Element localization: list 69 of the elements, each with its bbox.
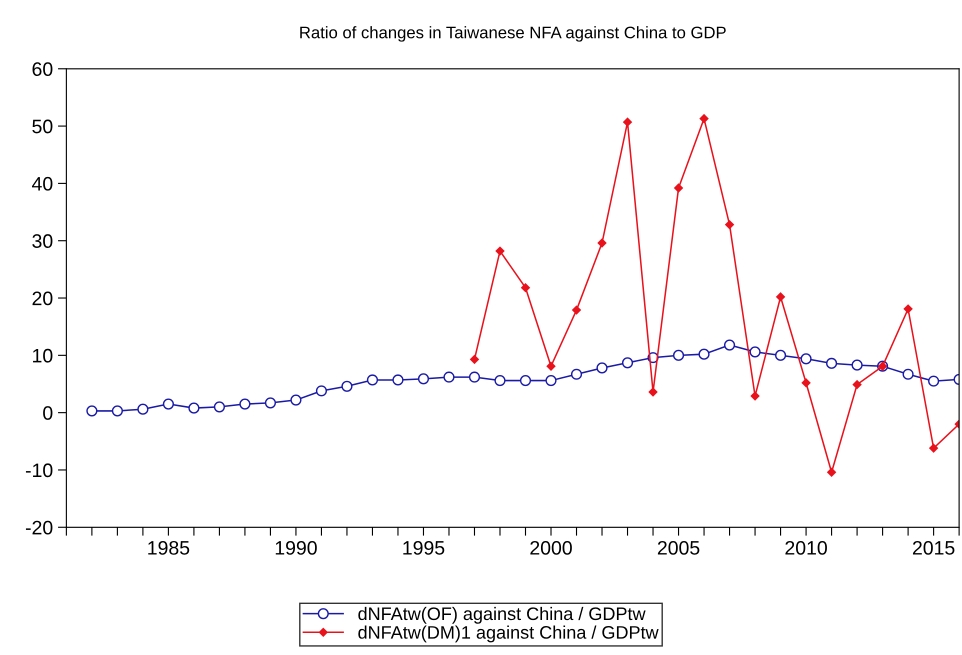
y-tick-label: 60 [32,62,52,76]
point [700,114,708,124]
point [162,398,174,410]
point [750,346,761,358]
y-tick-label: 30 [32,234,52,248]
point [724,339,736,351]
y-tick-label: 10 [33,348,52,363]
point [546,362,556,371]
point [392,374,404,386]
point [418,373,430,384]
x-tick-label: 2010 [785,540,827,555]
x-tick-label: 1985 [148,540,190,555]
y-tick-label: 20 [32,291,52,306]
point [316,385,327,396]
y-tick-label: 50 [32,120,52,134]
point [698,348,710,360]
x-tick-label: 1995 [403,540,444,555]
point [112,405,123,416]
point [902,368,914,380]
point [496,246,504,256]
point [776,292,785,302]
point [290,394,302,406]
point [341,380,353,392]
point [570,368,582,380]
chart-title: Ratio of changes in Taiwanese NFA against China to GDP [300,26,726,42]
x-tick-label: 2015 [912,540,954,555]
point [239,398,250,410]
point [137,404,148,415]
point [366,374,378,386]
point [521,283,530,292]
point [800,353,812,364]
point [443,372,455,383]
point [775,350,786,361]
point [622,357,634,368]
point [852,360,863,371]
point [86,405,98,416]
point [188,402,200,414]
point [750,392,760,400]
point [494,375,506,386]
point [904,304,913,314]
point [623,118,632,127]
point [802,378,810,388]
point [214,401,225,412]
point [928,376,940,387]
point [929,444,938,453]
point [598,238,606,248]
point [672,350,684,361]
legend-label: dNFAtw(OF) against China / GDPtw [358,606,646,624]
point [596,362,608,374]
x-tick-label: 2005 [658,540,700,555]
point [826,358,838,369]
point [725,220,734,230]
point [572,306,581,314]
y-tick-label: -10 [26,463,52,478]
point [648,388,658,396]
legend-label: dNFAtw(DM)1 against China / GDPtw [358,626,659,642]
point [545,375,557,386]
point [468,372,480,383]
point [852,380,862,389]
y-tick-label: 0 [43,406,52,420]
point [264,397,276,408]
point [470,354,479,364]
point [827,468,836,477]
y-tick-label: -20 [26,520,52,535]
x-tick-label: 1990 [276,540,317,555]
point [674,184,683,192]
point [520,375,532,386]
x-tick-label: 2000 [530,540,572,555]
y-tick-label: 40 [32,176,52,191]
